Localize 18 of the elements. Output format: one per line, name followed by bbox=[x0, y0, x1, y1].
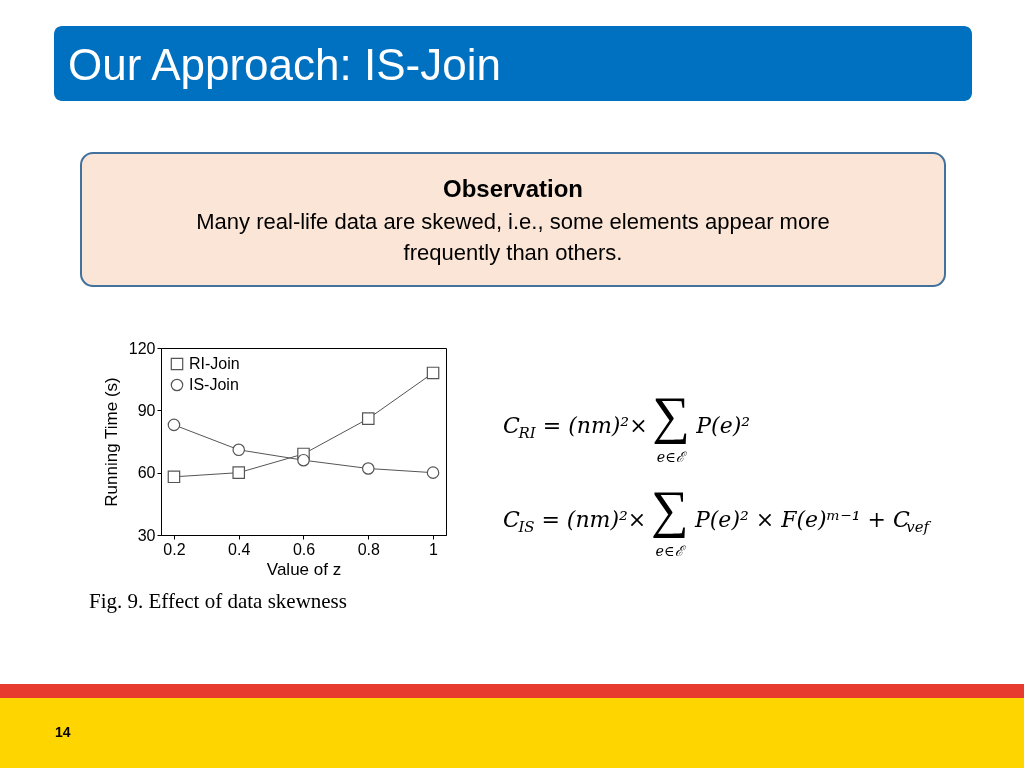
legend-label: IS-Join bbox=[189, 376, 239, 393]
chart-title: Our Approach: IS-Join bbox=[68, 40, 501, 89]
y-tick-label: 120 bbox=[128, 339, 156, 357]
x-tick-label: 0.6 bbox=[292, 540, 316, 558]
y-tick-label: 30 bbox=[137, 526, 156, 544]
text: 14 bbox=[55, 724, 71, 740]
caption: Fig. 9. Effect of data skewness bbox=[89, 589, 347, 613]
text: Many real-life data are skewed, i.e., some elements appear more frequently than others. bbox=[196, 209, 830, 265]
x-tick-label: 1 bbox=[429, 540, 439, 558]
x-tick-label: 0.8 bbox=[357, 540, 380, 558]
y-tick-label: 90 bbox=[137, 401, 156, 419]
text: Observation bbox=[442, 175, 584, 202]
x-tick-label: 0.4 bbox=[228, 540, 251, 558]
x-axis-title: Value of z bbox=[266, 559, 342, 579]
y-axis-title: Running Time (s) bbox=[101, 377, 121, 507]
legend-label: RI-Join bbox=[189, 355, 240, 372]
y-tick-label: 60 bbox=[137, 464, 156, 482]
x-tick-label: 0.2 bbox=[163, 540, 186, 558]
